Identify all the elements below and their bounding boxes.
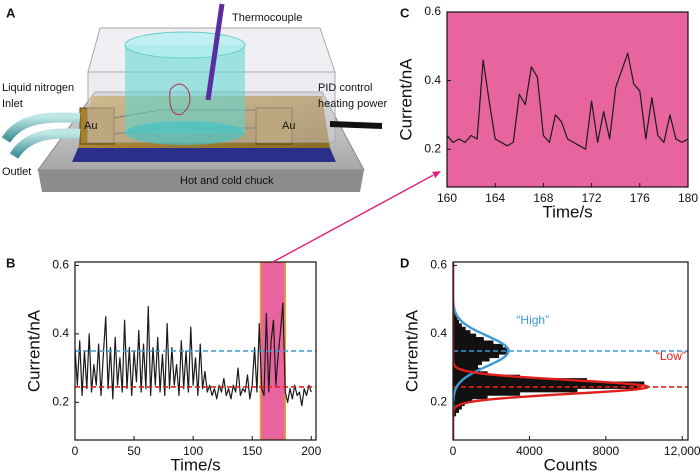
y-axis-title: Current/nA bbox=[24, 309, 43, 392]
histogram-bar bbox=[453, 357, 490, 362]
x-axis-title: Time/s bbox=[170, 455, 220, 473]
y-axis-title: Current/nA bbox=[402, 309, 421, 392]
x-tick-label: 160 bbox=[437, 191, 457, 205]
plot-area bbox=[447, 52, 688, 150]
electrode-label: Au bbox=[282, 120, 295, 132]
outlet-tube bbox=[9, 128, 81, 159]
histogram-bar bbox=[453, 354, 500, 359]
chart-panel: “High” “Low” 0 4000 8000 12,000 0.2 0.4 0.6 Count… bbox=[400, 255, 700, 473]
y-tick-label: 0.4 bbox=[52, 326, 69, 340]
plot-area bbox=[75, 262, 316, 440]
nitrogen-label: Liquid nitrogen bbox=[2, 82, 74, 94]
probe-label: Thermocouple bbox=[232, 12, 302, 24]
x-axis-title: Counts bbox=[544, 455, 598, 473]
x-tick-label: 168 bbox=[533, 191, 553, 205]
fit-label: “High” bbox=[516, 313, 549, 327]
chart-panel: 0 50 100 150 200 0.2 0.4 0.6 Time/s Current/nA B bbox=[6, 255, 322, 473]
x-tick-label: 150 bbox=[242, 444, 262, 458]
plot-frame bbox=[74, 261, 317, 441]
panel-label: D bbox=[400, 255, 409, 270]
histogram-bar bbox=[453, 343, 503, 348]
y-tick-label: 0.4 bbox=[430, 326, 447, 340]
data-line bbox=[447, 52, 688, 150]
histogram-bar bbox=[453, 340, 494, 345]
histogram-bar bbox=[453, 361, 482, 365]
y-axis-title: Current/nA bbox=[396, 58, 415, 141]
histogram-bar bbox=[453, 388, 578, 393]
y-tick-label: 0.2 bbox=[52, 395, 69, 409]
x-tick-label: 164 bbox=[485, 191, 505, 205]
y-tick-label: 0.6 bbox=[430, 258, 447, 272]
x-tick-label: 180 bbox=[678, 191, 698, 205]
heating-cable bbox=[329, 121, 383, 129]
highlight-region bbox=[259, 262, 287, 440]
chart-panel: 160 164 168 172 176 180 0.2 0.4 0.6 Time/s Current… bbox=[396, 4, 698, 221]
setup-illustration: A Thermocouple Liquid nitrogen Inlet Out… bbox=[1, 3, 387, 192]
solution-cell bbox=[124, 31, 246, 59]
plot-background bbox=[447, 12, 688, 187]
x-tick-label: 0 bbox=[450, 444, 457, 458]
data-line bbox=[75, 302, 312, 407]
histogram-bar bbox=[453, 395, 488, 400]
x-tick-label: 12,000 bbox=[664, 444, 700, 458]
y-tick-label: 0.4 bbox=[424, 73, 441, 87]
pid-label: heating power bbox=[318, 98, 387, 110]
histogram-bar bbox=[453, 326, 466, 331]
x-axis-title: Time/s bbox=[542, 202, 592, 221]
histogram-bar bbox=[453, 323, 462, 328]
plot-frame bbox=[446, 11, 689, 188]
chuck-label: Hot and cold chuck bbox=[180, 175, 274, 187]
y-tick-label: 0.6 bbox=[52, 258, 69, 272]
x-tick-label: 172 bbox=[582, 191, 602, 205]
solution-cell bbox=[125, 121, 245, 145]
electrode bbox=[79, 107, 115, 145]
panel-label: B bbox=[6, 255, 15, 270]
y-tick-label: 0.2 bbox=[430, 395, 447, 409]
y-tick-label: 0.2 bbox=[424, 141, 441, 155]
panel-label: C bbox=[400, 5, 410, 20]
plot-area bbox=[453, 262, 688, 440]
chuck-front bbox=[38, 170, 364, 192]
histogram-bar bbox=[453, 330, 471, 335]
connector-arrowhead bbox=[432, 171, 441, 179]
x-tick-label: 4000 bbox=[516, 444, 543, 458]
pid-label: PID control bbox=[318, 82, 372, 94]
x-tick-label: 100 bbox=[183, 444, 203, 458]
x-tick-label: 8000 bbox=[592, 444, 619, 458]
inlet-label: Inlet bbox=[2, 98, 23, 110]
inlet-tube bbox=[1, 112, 81, 143]
x-tick-label: 200 bbox=[301, 444, 321, 458]
electrode bbox=[255, 107, 293, 145]
base-plate bbox=[72, 148, 336, 162]
histogram-bar bbox=[453, 337, 484, 341]
molecule bbox=[169, 83, 191, 115]
x-tick-label: 176 bbox=[630, 191, 650, 205]
outlet-label: Outlet bbox=[2, 166, 31, 178]
histogram-bar bbox=[453, 333, 477, 338]
panel-label: A bbox=[6, 5, 16, 20]
x-tick-label: 0 bbox=[72, 444, 79, 458]
thermocouple-probe bbox=[205, 3, 225, 101]
electrode-label: Au bbox=[84, 120, 97, 132]
solution-cell bbox=[125, 45, 245, 133]
fit-label: “Low” bbox=[656, 349, 686, 363]
x-tick-label: 50 bbox=[127, 444, 141, 458]
histogram-bar bbox=[453, 391, 521, 396]
y-tick-label: 0.6 bbox=[424, 4, 441, 18]
plot-frame bbox=[452, 261, 689, 441]
connector-arrow bbox=[272, 174, 434, 263]
